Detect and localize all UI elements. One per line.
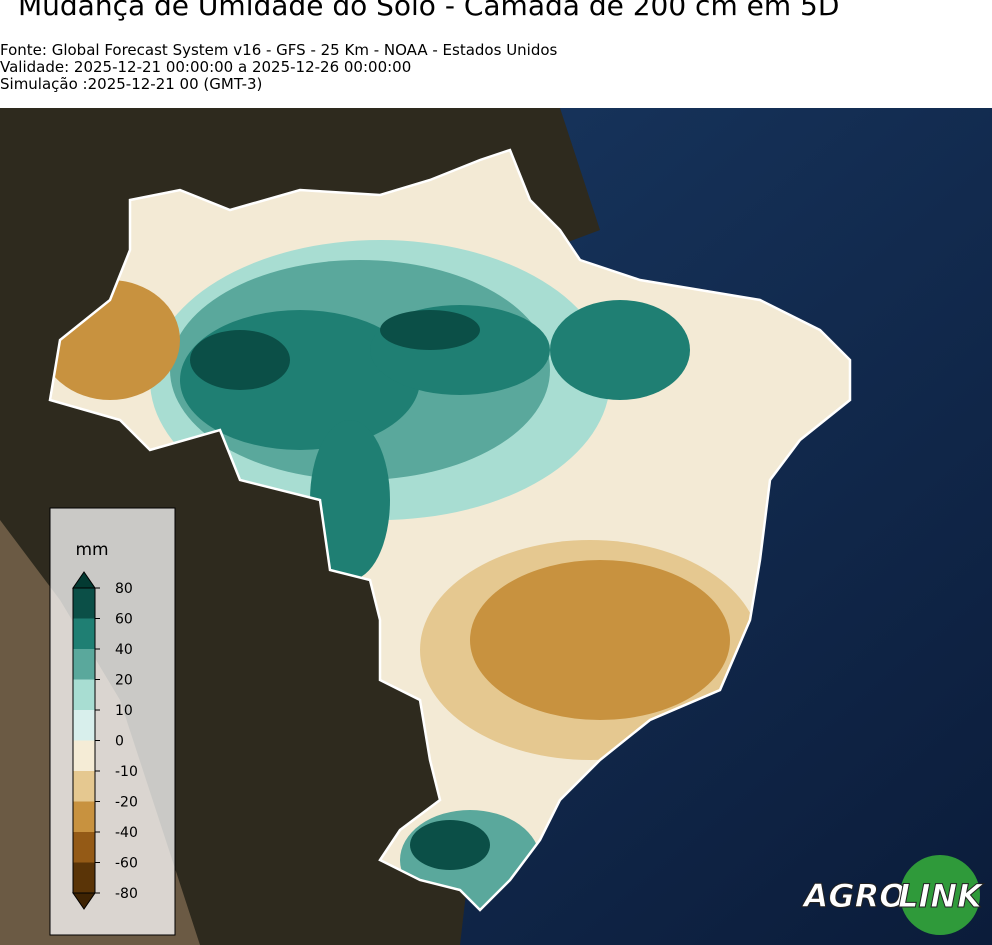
colorbar-tick-label: 0 <box>115 734 124 750</box>
source: Fonte: Global Forecast System v16 - GFS … <box>0 41 558 59</box>
colorbar-tick-label: 80 <box>115 581 133 597</box>
title: Mudança de Umidade do Solo - Camada de 2… <box>18 0 839 22</box>
colorbar-tick-label: -80 <box>115 886 138 902</box>
colorbar-tick-label: -60 <box>115 856 138 872</box>
simulation: Simulação :2025-12-21 00 (GMT-3) <box>0 75 262 93</box>
colorbar-band <box>73 679 95 710</box>
colorbar-band <box>73 771 95 802</box>
logo-left: AGRO <box>801 877 907 915</box>
colorbar-band <box>73 862 95 893</box>
colorbar-tick-label: -20 <box>115 795 138 811</box>
colorbar-tick-label: 60 <box>115 612 133 628</box>
colorbar-band <box>73 832 95 863</box>
colorbar-band <box>73 649 95 680</box>
colorbar-band <box>73 618 95 649</box>
colorbar-tick-label: -40 <box>115 825 138 841</box>
logo: AGRO LINK <box>800 855 985 935</box>
colorbar-band <box>73 740 95 771</box>
colorbar-tick-label: 40 <box>115 642 133 658</box>
colorbar-tick-label: 10 <box>115 703 133 719</box>
logo-right: LINK <box>898 877 984 915</box>
colorbar-band <box>73 801 95 832</box>
colorbar-band <box>73 588 95 619</box>
colorbar: mm 80 60 40 20 10 0 -10 -20 -40 -60 -80 <box>49 507 176 936</box>
colorbar-tick-label: -10 <box>115 764 138 780</box>
colorbar-band <box>73 710 95 741</box>
colorbar-tick-label: 20 <box>115 673 133 689</box>
colorbar-unit: mm <box>75 540 108 560</box>
validity: Validade: 2025-12-21 00:00:00 a 2025-12-… <box>0 58 411 76</box>
